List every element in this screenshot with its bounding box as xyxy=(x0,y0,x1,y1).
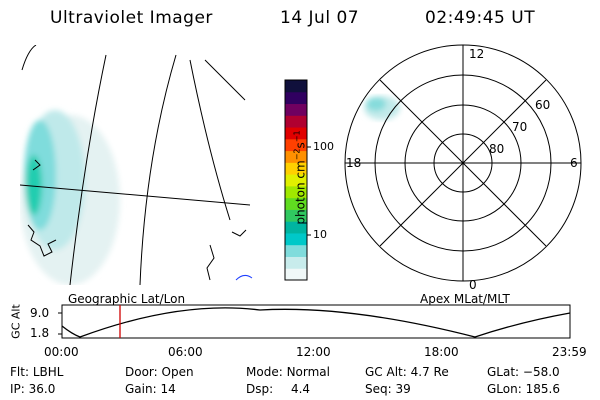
coastline-small xyxy=(32,159,41,171)
colorbar-segment xyxy=(285,221,307,234)
timeline-ylabel: GC Alt xyxy=(9,304,23,339)
timeline-frame xyxy=(61,304,571,339)
colorbar-segment xyxy=(285,115,307,128)
colorbar-segment xyxy=(285,91,307,105)
info-ip: IP: 36.0 xyxy=(10,382,56,396)
parallel-line xyxy=(20,184,251,206)
colorbar-segment xyxy=(285,256,307,269)
polar-label-18: 18 xyxy=(346,156,362,170)
polar-diagonal xyxy=(379,79,547,247)
coastline xyxy=(27,224,57,257)
colorbar-frame xyxy=(284,79,308,281)
polar-caption: Apex MLat/MLT xyxy=(420,292,510,306)
info-seq: Seq: 39 xyxy=(365,382,411,396)
info-door: Door: Open xyxy=(125,365,194,379)
colorbar-segment xyxy=(285,197,307,210)
time-label: 02:49:45 UT xyxy=(425,8,536,28)
instrument-title: Ultraviolet Imager xyxy=(50,8,213,28)
map-aurora-emission xyxy=(20,110,120,285)
polar-ring-label-80: 80 xyxy=(489,142,505,156)
colorbar-segment xyxy=(285,209,307,222)
timeline-time-2359: 23:59 xyxy=(552,345,587,359)
info-flt: Flt: LBHL xyxy=(10,365,64,379)
coastline-blue xyxy=(235,274,253,281)
colorbar-segment xyxy=(285,138,307,152)
meridian-line xyxy=(189,59,231,221)
polar-ring-label-70: 70 xyxy=(512,120,528,134)
timeline-y-low: 1.8 xyxy=(30,326,50,340)
timeline-y-high: 9.0 xyxy=(30,306,50,320)
info-glon: GLon: 185.6 xyxy=(487,382,560,396)
polar-label-12: 12 xyxy=(469,47,485,61)
info-mode: Mode: Normal xyxy=(246,365,330,379)
geographic-map xyxy=(20,45,253,285)
colorbar-segment xyxy=(285,127,307,140)
meridian-line xyxy=(204,59,246,101)
polar-label-0: 0 xyxy=(469,278,477,292)
colorbar-segment xyxy=(285,268,307,281)
timeline-time-1200: 12:00 xyxy=(296,345,331,359)
polar-ring-label-60: 60 xyxy=(535,98,551,112)
colorbar-unit-label: photon cm−2s−1 xyxy=(292,130,308,225)
polar-plot xyxy=(344,44,582,282)
info-gain: Gain: 14 xyxy=(125,382,176,396)
colorbar-segment xyxy=(285,80,307,93)
colorbar-tick-10-label: 10 xyxy=(313,228,327,241)
timeline-time-0000: 00:00 xyxy=(44,345,79,359)
polar-aurora-emission xyxy=(364,96,400,120)
meridian-line xyxy=(69,54,107,285)
timeline-time-1800: 18:00 xyxy=(424,345,459,359)
colorbar-segment xyxy=(285,174,307,187)
colorbar-segment xyxy=(285,185,307,199)
colorbar-segment xyxy=(285,244,307,257)
colorbar-segment xyxy=(285,103,307,116)
info-glat: GLat: −58.0 xyxy=(487,365,560,379)
info-gc-alt: GC Alt: 4.7 Re xyxy=(365,365,449,379)
colorbar-segment xyxy=(285,150,307,163)
timeline-time-0600: 06:00 xyxy=(168,345,203,359)
coastline-east xyxy=(206,244,215,281)
timeline-panel xyxy=(58,304,571,339)
altitude-curve xyxy=(61,307,571,338)
coastline-island xyxy=(231,229,247,237)
colorbar-segment xyxy=(285,162,307,175)
info-dsp: Dsp: 4.4 xyxy=(246,382,311,396)
colorbar-segment xyxy=(285,232,307,246)
colorbar xyxy=(285,80,307,281)
polar-label-6: 6 xyxy=(570,156,578,170)
colorbar-tick-100-label: 100 xyxy=(313,140,334,153)
meridian-line xyxy=(139,54,177,285)
date-label: 14 Jul 07 xyxy=(280,8,360,28)
map-caption: Geographic Lat/Lon xyxy=(68,292,186,306)
